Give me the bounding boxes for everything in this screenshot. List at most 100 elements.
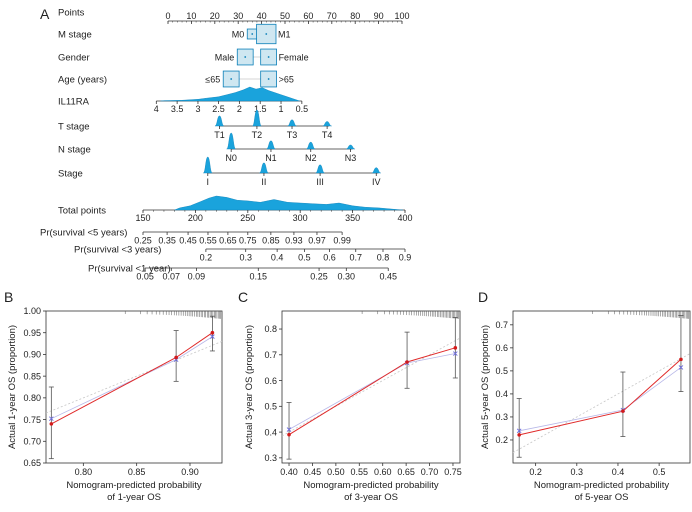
plot-frame bbox=[281, 310, 461, 464]
probability-tick-label: 0.2 bbox=[200, 253, 213, 263]
factor-level-label: I bbox=[207, 177, 210, 187]
y-tick-label: 0.75 bbox=[23, 415, 41, 425]
y-tick-label: 0.3 bbox=[264, 453, 277, 463]
calibration-plot-3-year: 0.40 0.45 0.50 0.55 0.60 0.65 0.70 0.75 0.3 0.4 0.… bbox=[244, 310, 462, 503]
x-tick-label: 0.85 bbox=[128, 467, 146, 477]
il11ra-tick-label: 3 bbox=[195, 104, 200, 114]
x-tick-label: 0.75 bbox=[444, 467, 462, 477]
x-tick-label: 0.5 bbox=[653, 467, 666, 477]
points-tick-label: 40 bbox=[257, 11, 267, 21]
probability-tick-label: 0.45 bbox=[179, 236, 197, 246]
factor-level-label: ≤65 bbox=[205, 75, 220, 85]
probability-tick-label: 0.45 bbox=[379, 272, 397, 282]
il11ra-tick-label: 3.5 bbox=[171, 104, 184, 114]
x-tick-label: 0.4 bbox=[612, 467, 625, 477]
y-tick-label: 0.80 bbox=[23, 393, 41, 403]
factor-level-label: III bbox=[316, 177, 324, 187]
probability-tick-label: 0.99 bbox=[333, 236, 351, 246]
bias-corrected-marker bbox=[452, 351, 458, 356]
factor-level-label: T2 bbox=[252, 130, 263, 140]
probability-tick-label: 0.25 bbox=[310, 272, 328, 282]
factor-level-label: M0 bbox=[232, 30, 245, 40]
factor-level-label: IV bbox=[372, 177, 381, 187]
probability-tick-label: 0.93 bbox=[285, 236, 303, 246]
y-tick-label: 0.4 bbox=[264, 427, 277, 437]
factor-level-density bbox=[203, 156, 213, 174]
probability-tick-label: 0.35 bbox=[158, 236, 176, 246]
y-axis-title: Actual 5-year OS (proportion) bbox=[480, 325, 491, 449]
factor-level-center-dot bbox=[267, 56, 270, 58]
calibration-plot-1-year: 0.80 0.85 0.90 0.65 0.70 0.75 0.80 0.85 0.90 0.95… bbox=[7, 306, 223, 503]
x-tick-label: 0.65 bbox=[397, 467, 415, 477]
nomogram-row-label: Age (years) bbox=[58, 75, 107, 86]
factor-level-center-dot bbox=[244, 56, 247, 58]
points-tick-label: 50 bbox=[280, 11, 290, 21]
probability-tick-label: 0.7 bbox=[349, 253, 362, 263]
observed-point bbox=[174, 355, 178, 360]
probability-tick-label: 0.30 bbox=[338, 272, 356, 282]
points-tick-label: 100 bbox=[394, 11, 409, 21]
total-points-tick-label: 250 bbox=[240, 213, 255, 223]
factor-level-label: N3 bbox=[345, 153, 357, 163]
total-points-density-area bbox=[174, 195, 403, 211]
probability-tick-label: 0.07 bbox=[163, 272, 181, 282]
total-points-tick-label: 400 bbox=[397, 213, 412, 223]
points-tick-label: 30 bbox=[233, 11, 243, 21]
points-tick-label: 90 bbox=[374, 11, 384, 21]
observed-point bbox=[49, 422, 54, 426]
nomogram-row-label: Stage bbox=[58, 169, 83, 180]
total-points-tick-label: 350 bbox=[345, 213, 360, 223]
nomogram: Points 0 10 20 30 40 50 60 70 80 90 100 M stage M0 M1 G… bbox=[40, 8, 413, 282]
factor-level-density bbox=[252, 109, 262, 127]
points-tick-label: 70 bbox=[327, 11, 337, 21]
bias-corrected-marker bbox=[210, 334, 215, 339]
y-tick-label: 0.3 bbox=[495, 412, 508, 422]
y-axis-title: Actual 3-year OS (proportion) bbox=[244, 325, 255, 449]
y-tick-label: 0.70 bbox=[23, 436, 41, 446]
probability-tick-label: 0.85 bbox=[262, 236, 280, 246]
x-tick-label: 0.80 bbox=[75, 467, 93, 477]
ideal-reference-line bbox=[45, 341, 223, 414]
probability-tick-label: 0.4 bbox=[271, 253, 284, 263]
ideal-reference-line bbox=[281, 337, 461, 437]
nomogram-row-label: T stage bbox=[58, 122, 90, 133]
factor-level-label: N2 bbox=[305, 153, 317, 163]
observed-point bbox=[517, 433, 521, 437]
probability-tick-label: 0.55 bbox=[199, 236, 217, 246]
nomogram-row-label: Pr(survival <3 years) bbox=[74, 245, 161, 256]
observed-point bbox=[621, 409, 625, 413]
factor-level-label: >65 bbox=[279, 75, 294, 85]
plot-frame bbox=[512, 310, 691, 464]
factor-level-density bbox=[259, 162, 269, 174]
points-tick-label: 20 bbox=[210, 11, 220, 21]
factor-level-label: T4 bbox=[322, 130, 333, 140]
y-tick-label: 0.5 bbox=[264, 402, 277, 412]
x-tick-label: 0.40 bbox=[280, 467, 298, 477]
calibration-plot-5-year: 0.2 0.3 0.4 0.5 0.2 0.3 0.4 0.5 0.6 0.7 Nomogram-p… bbox=[480, 310, 691, 503]
observed-point bbox=[453, 346, 458, 350]
il11ra-tick-label: 4 bbox=[154, 104, 159, 114]
y-tick-label: 0.7 bbox=[495, 320, 508, 330]
x-axis-title-line-1: Nomogram-predicted probability bbox=[66, 480, 201, 491]
points-tick-label: 0 bbox=[165, 11, 170, 21]
observed-calibration-line bbox=[519, 359, 682, 436]
panel-letter-d: D bbox=[478, 289, 488, 305]
total-points-tick-label: 200 bbox=[188, 213, 203, 223]
factor-level-center-dot bbox=[230, 78, 233, 80]
y-tick-label: 0.5 bbox=[495, 366, 508, 376]
probability-tick-label: 0.09 bbox=[188, 272, 206, 282]
points-tick-label: 10 bbox=[186, 11, 196, 21]
x-tick-label: 0.90 bbox=[181, 467, 199, 477]
nomogram-row-label: IL11RA bbox=[58, 97, 90, 108]
factor-level-label: N0 bbox=[225, 153, 237, 163]
nomogram-row-label: Pr(survival <1 year) bbox=[88, 264, 171, 275]
factor-level-label: Male bbox=[215, 53, 235, 63]
x-tick-label: 0.3 bbox=[571, 467, 584, 477]
probability-tick-label: 0.8 bbox=[377, 253, 390, 263]
factor-level-center-dot bbox=[265, 33, 268, 35]
factor-level-label: II bbox=[261, 177, 266, 187]
il11ra-tick-label: 1 bbox=[279, 104, 284, 114]
x-tick-label: 0.70 bbox=[421, 467, 439, 477]
nomogram-row-label: Gender bbox=[58, 53, 90, 64]
y-tick-label: 0.6 bbox=[264, 376, 277, 386]
